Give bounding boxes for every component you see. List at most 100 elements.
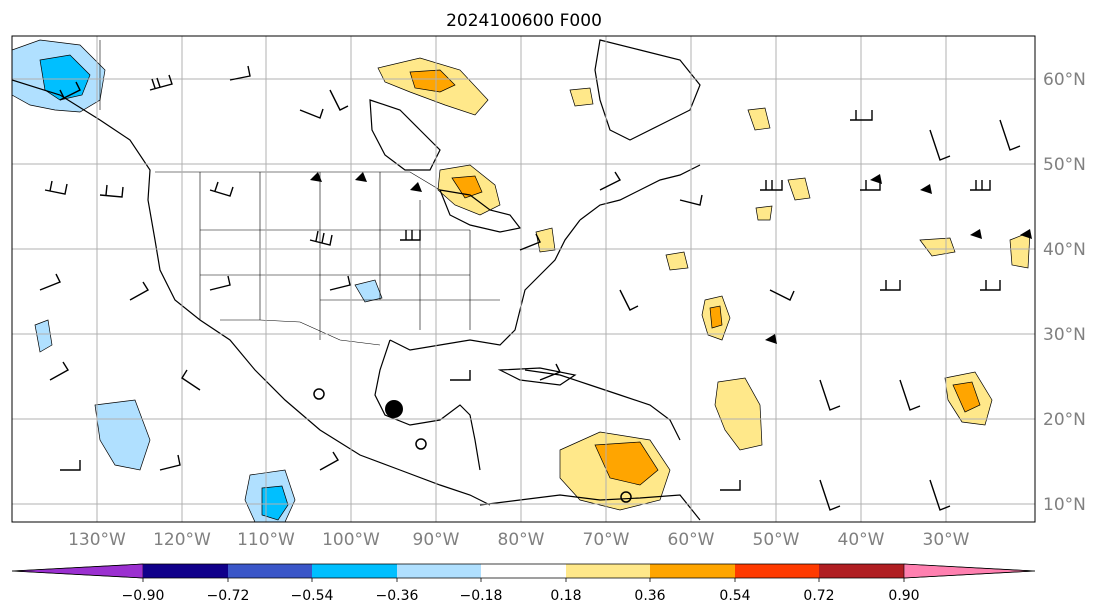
wind-barb [229,65,251,81]
lon-label: 60°W [668,530,715,550]
wind-barb [209,275,231,291]
wind-barb [539,363,561,381]
colorbar-tick-label: 0.90 [888,588,919,604]
wind-barb [899,379,921,411]
wind-barb [44,180,68,195]
wind-barb [619,289,639,311]
wind-barb [679,194,703,206]
wind-barb [59,81,81,101]
lon-label: 80°W [498,530,545,550]
map-panel [11,35,1036,523]
map-frame [11,35,1036,523]
open-circle-caribbean [620,491,632,503]
lat-label: 60°N [1043,70,1086,90]
lon-label: 130°W [68,530,126,550]
lat-label: 30°N [1043,325,1086,345]
greenland-coast [594,39,701,141]
colorbar-segment [650,564,735,578]
colorbar-tick-label: −0.72 [207,588,250,604]
lat-label: 40°N [1043,240,1086,260]
wind-barb [850,110,873,121]
colorbar-tick-label: −0.54 [291,588,334,604]
lon-label: 90°W [413,530,460,550]
us-mexico-border [220,319,381,346]
wind-pennant [765,334,777,344]
caribbean-islands [524,369,681,441]
wind-pennant [970,229,982,239]
state-lines [199,172,500,340]
northeast-coast [579,164,701,221]
wind-barb [329,275,351,291]
colorbar-segment [312,564,397,578]
wind-barb [209,181,234,197]
lat-label: 20°N [1043,410,1086,430]
wind-barb [999,119,1021,151]
lon-label: 110°W [237,530,295,550]
wind-barb [819,379,841,411]
colorbar-segment [481,564,566,578]
lon-label: 50°W [753,530,800,550]
wind-barb [929,129,951,161]
wind-barb [149,74,173,91]
contour-atl-35n-yellow [665,251,689,271]
colorbar-tick-label: 0.54 [719,588,750,604]
wind-barb [309,230,333,246]
colorbar-extend-low [11,563,144,579]
contour-pacific-south-cyan [261,485,289,521]
colorbar-segment [143,564,228,578]
wind-pennant [920,184,932,194]
wind-barb [49,361,69,381]
contour-greenland-orange [409,69,456,93]
contour-labrador-yellow [569,87,594,107]
us-canada-border [155,171,441,191]
lon-label: 70°W [583,530,630,550]
contour-pacific-blue [94,399,151,471]
wind-barb [159,454,181,471]
colorbar-tick-label: 0.72 [803,588,834,604]
open-circle-gulf [313,388,325,400]
colorbar-tick-label: 0.36 [634,588,665,604]
wind-pennant [1020,229,1032,239]
wind-barb [99,184,124,198]
great-lakes [439,189,522,233]
hudson-bay [369,99,441,171]
wind-pennant [870,174,882,184]
contour-atl-58n-yellow [747,107,771,131]
gulf-coast [389,219,581,351]
wind-barb [181,369,201,391]
wind-barb [450,370,471,381]
colorbar-segment [819,564,904,578]
colorbar-segment [397,564,481,578]
wind-barb [819,479,841,511]
figure-title: 2024100600 F000 [446,11,602,31]
contour-ontario-orange [451,175,483,199]
colorbar-tick-label: −0.18 [460,588,503,604]
colorbar-segment [228,564,312,578]
contour-atl-20n-yellow [714,377,763,451]
lon-label: 120°W [153,530,211,550]
wind-barb [720,480,741,491]
mexico-east-coast [374,339,481,471]
longitude-labels: 130°W 120°W 110°W 100°W 90°W 80°W 70°W 6… [68,530,970,550]
wind-barb [760,180,783,191]
wind-barb [599,171,622,191]
gridlines [12,36,1035,522]
latitude-labels: 60°N 50°N 40°N 30°N 20°N 10°N [1043,70,1086,515]
contour-caribbean-orange [594,441,659,486]
contour-east-20n-orange [952,381,981,413]
contour-ne-us-yellow [535,227,556,253]
borders [99,40,500,346]
wind-barbs [39,65,1021,511]
wind-pennant [410,182,422,192]
large-black-dot [385,400,403,418]
wind-barb [519,233,541,251]
wind-barb [60,460,81,471]
colorbar-tick-labels: −0.90 −0.72 −0.54 −0.36 −0.18 0.18 0.36 … [122,588,920,604]
colorbar-segments [11,563,1036,582]
lon-label: 30°W [923,530,970,550]
lon-label: 100°W [322,530,380,550]
colorbar-extend-high [903,563,1036,579]
wind-barb [39,273,61,291]
colorbar: −0.90 −0.72 −0.54 −0.36 −0.18 0.18 0.36 … [11,563,1036,604]
